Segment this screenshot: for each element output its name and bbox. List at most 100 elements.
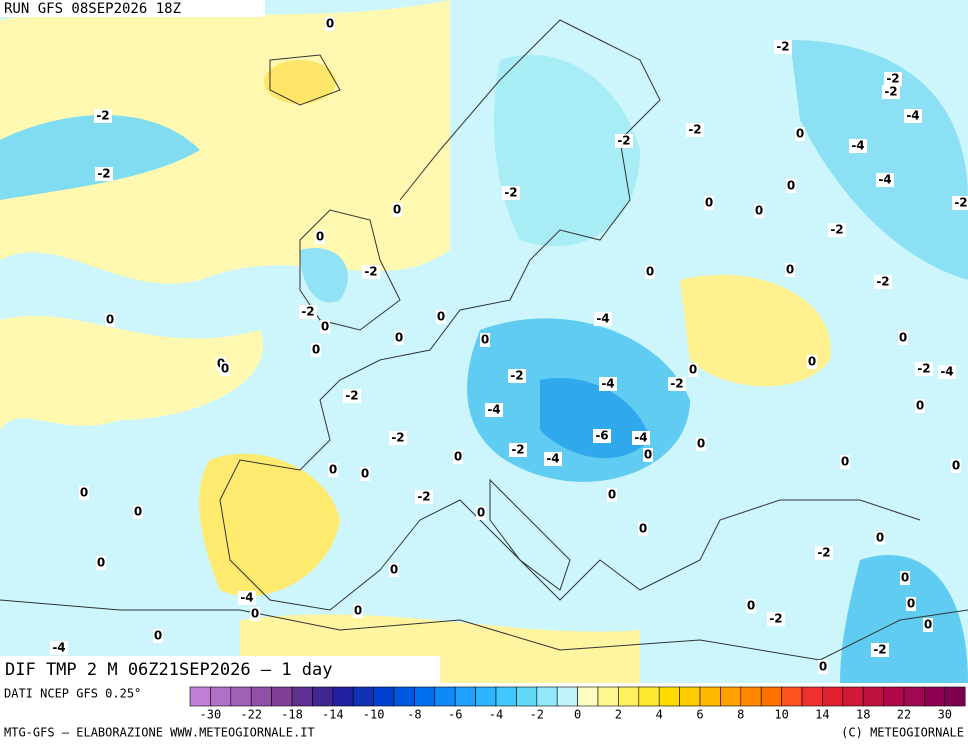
contour-label: 0 [796, 127, 804, 141]
label-bg [311, 343, 321, 357]
contour-label: -2 [769, 612, 782, 626]
label-bg [696, 437, 706, 451]
contour-label: 0 [608, 488, 616, 502]
label-bg [392, 203, 402, 217]
label-bg [754, 204, 764, 218]
scale-box [944, 686, 966, 707]
contour-label: -2 [345, 389, 358, 403]
contour-label: 0 [916, 399, 924, 413]
coastline [489, 478, 571, 591]
scale-box [699, 686, 721, 707]
scale-box [801, 686, 823, 707]
scale-label: 8 [737, 708, 744, 722]
contour-label: -2 [830, 223, 843, 237]
contour-label: 0 [899, 331, 907, 345]
contour-label: 0 [134, 505, 142, 519]
color-scale: -30 -22 -18 -14 -10 -8 -6 -4 -2 0 2 4 6 8 10 14 18 22 30 [189, 686, 966, 722]
label-bg [238, 591, 256, 605]
scale-label: 2 [615, 708, 622, 722]
contour-label: 0 [901, 571, 909, 585]
scale-label: 4 [656, 708, 663, 722]
yellow-area [264, 60, 336, 104]
label-bg [906, 597, 916, 611]
contour-label: 0 [819, 660, 827, 674]
label-bg [875, 531, 885, 545]
contour-label: -2 [301, 305, 314, 319]
label-bg [325, 17, 335, 31]
scale-box [822, 686, 844, 707]
scale-box [597, 686, 619, 707]
contour-label: -4 [601, 377, 614, 391]
label-bg [645, 265, 655, 279]
scale-box [862, 686, 884, 707]
label-bg [50, 641, 68, 655]
scale-label: 18 [856, 708, 870, 722]
label-bg [320, 320, 330, 334]
scale-box [720, 686, 742, 707]
label-bg [394, 331, 404, 345]
cyan-area [494, 54, 640, 247]
label-bg [509, 443, 527, 457]
label-bg [746, 599, 756, 613]
contour-label: -2 [954, 196, 967, 210]
scale-box [903, 686, 925, 707]
contour-label: -2 [504, 186, 517, 200]
contour-label: 0 [689, 363, 697, 377]
coastline [269, 54, 341, 106]
label-bg [353, 604, 363, 618]
scale-box [495, 686, 517, 707]
label-bg [874, 275, 892, 289]
scale-box [883, 686, 905, 707]
contour-label: 0 [924, 618, 932, 632]
label-bg [668, 377, 686, 391]
label-bg [871, 643, 889, 657]
label-bg [615, 134, 633, 148]
contour-label: 0 [481, 333, 489, 347]
scale-box [924, 686, 946, 707]
contour-label: 0 [329, 463, 337, 477]
label-bg [849, 139, 867, 153]
scale-box [536, 686, 558, 707]
contour-label: -2 [417, 490, 430, 504]
scale-box [373, 686, 395, 707]
contour-label: -4 [940, 365, 953, 379]
label-bg [876, 173, 894, 187]
label-bg [436, 310, 446, 324]
contour-label: -2 [670, 377, 683, 391]
contour-label: -4 [596, 312, 609, 326]
contour-label: -4 [487, 403, 500, 417]
label-bg [105, 313, 115, 327]
label-bg [94, 109, 112, 123]
blue-area [540, 378, 650, 459]
scale-label: -14 [322, 708, 344, 722]
scale-label: 0 [574, 708, 581, 722]
scale-label: -2 [530, 708, 544, 722]
label-bg [686, 123, 704, 137]
contour-label: -2 [886, 72, 899, 86]
contour-label: -2 [917, 362, 930, 376]
cyan-area [0, 115, 200, 200]
scale-box [658, 686, 680, 707]
label-bg [133, 505, 143, 519]
scale-label: 6 [696, 708, 703, 722]
contour-label: 0 [876, 531, 884, 545]
label-bg [250, 607, 260, 621]
coastline [219, 19, 921, 611]
label-bg [480, 333, 490, 347]
contour-label: -4 [878, 173, 891, 187]
contour-label: 0 [697, 437, 705, 451]
scale-box [577, 686, 599, 707]
contour-label: 0 [755, 204, 763, 218]
scale-box [291, 686, 313, 707]
contour-label: -6 [595, 429, 608, 443]
scale-label: -4 [489, 708, 503, 722]
contour-label: 0 [952, 459, 960, 473]
label-bg [485, 403, 503, 417]
label-bg [884, 72, 902, 86]
label-bg [818, 660, 828, 674]
header-box [0, 0, 265, 17]
label-bg [607, 488, 617, 502]
scale-box [210, 686, 232, 707]
label-bg [476, 506, 486, 520]
